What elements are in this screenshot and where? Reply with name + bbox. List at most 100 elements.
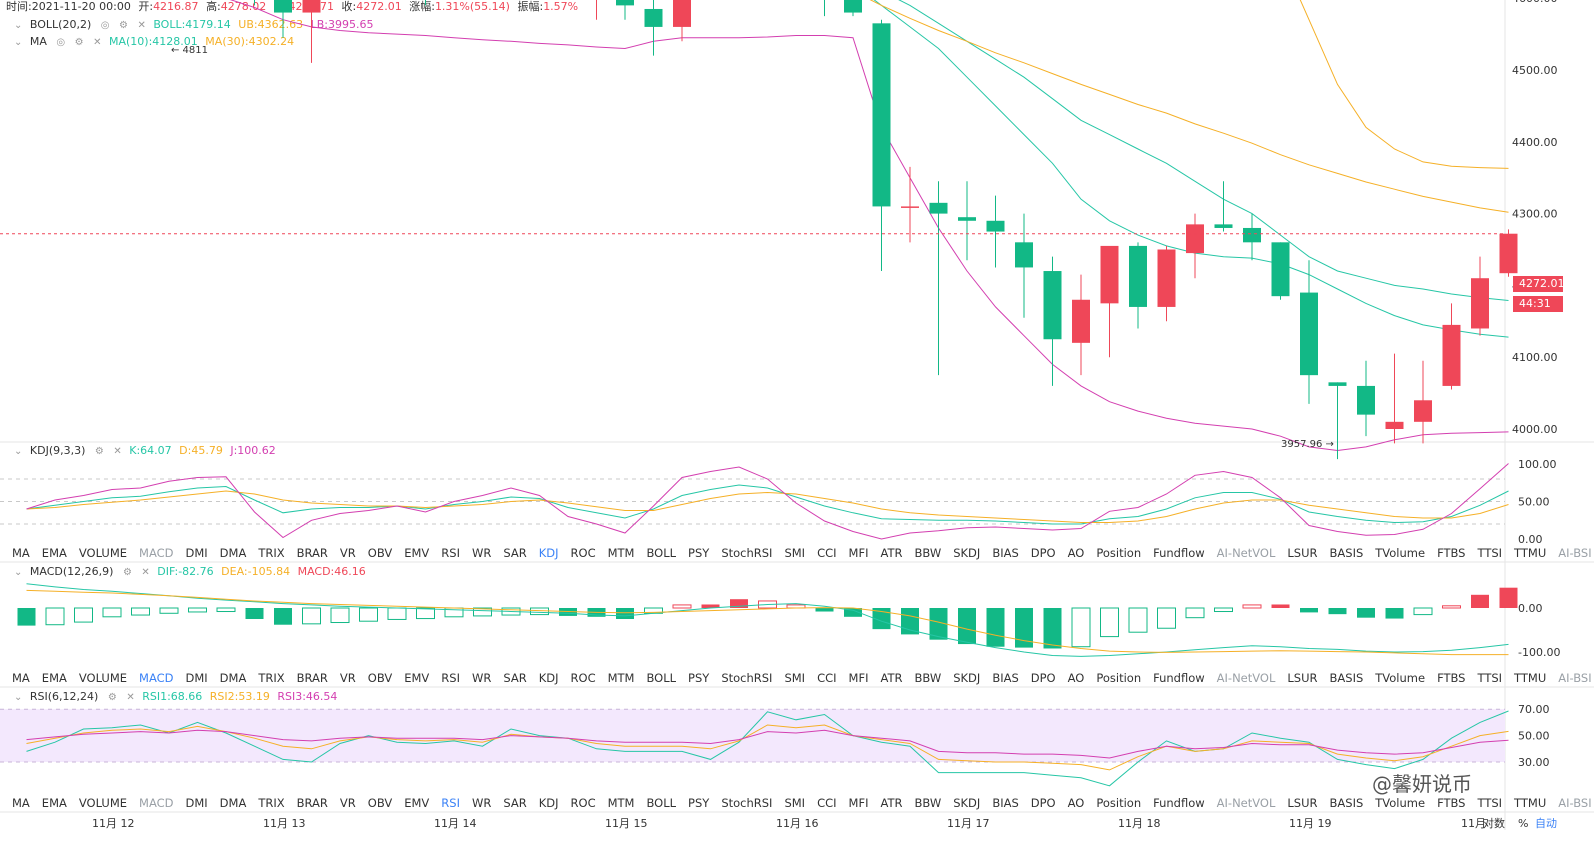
tab-tvolume[interactable]: TVolume bbox=[1375, 671, 1426, 685]
tab-brar[interactable]: BRAR bbox=[296, 671, 328, 685]
percent-toggle[interactable]: % bbox=[1518, 817, 1529, 830]
tab-ma[interactable]: MA bbox=[12, 546, 30, 560]
tab-psy[interactable]: PSY bbox=[688, 671, 710, 685]
collapse-chevron-icon[interactable]: ⌄ bbox=[14, 37, 23, 48]
tab-dmi[interactable]: DMI bbox=[185, 671, 208, 685]
tab-bbw[interactable]: BBW bbox=[914, 546, 942, 560]
close-icon[interactable]: ✕ bbox=[126, 692, 135, 703]
tab-lsur[interactable]: LSUR bbox=[1287, 671, 1318, 685]
tab-fundflow[interactable]: Fundflow bbox=[1153, 546, 1205, 560]
tab-lsur[interactable]: LSUR bbox=[1287, 546, 1318, 560]
tab-dma[interactable]: DMA bbox=[219, 671, 247, 685]
tab-bias[interactable]: BIAS bbox=[992, 796, 1019, 810]
auto-scale-toggle[interactable]: 自动 bbox=[1535, 817, 1557, 830]
tab-volume[interactable]: VOLUME bbox=[78, 671, 128, 685]
tab-cci[interactable]: CCI bbox=[817, 796, 837, 810]
tab-trix[interactable]: TRIX bbox=[258, 796, 285, 810]
tab-volume[interactable]: VOLUME bbox=[78, 796, 128, 810]
tab-sar[interactable]: SAR bbox=[503, 796, 527, 810]
tab-ttsi[interactable]: TTSI bbox=[1477, 796, 1503, 810]
eye-icon[interactable]: ◎ bbox=[56, 37, 66, 48]
tab-macd[interactable]: MACD bbox=[139, 546, 174, 560]
tab-position[interactable]: Position bbox=[1096, 546, 1142, 560]
tab-kdj[interactable]: KDJ bbox=[538, 546, 559, 560]
tab-emv[interactable]: EMV bbox=[404, 796, 430, 810]
tab-cci[interactable]: CCI bbox=[817, 671, 837, 685]
tab-volume[interactable]: VOLUME bbox=[78, 546, 128, 560]
tab-ma[interactable]: MA bbox=[12, 796, 30, 810]
tab-stochrsi[interactable]: StochRSI bbox=[721, 671, 773, 685]
tab-dma[interactable]: DMA bbox=[219, 546, 247, 560]
tab-ftbs[interactable]: FTBS bbox=[1437, 671, 1466, 685]
tab-basis[interactable]: BASIS bbox=[1329, 546, 1364, 560]
tab-basis[interactable]: BASIS bbox=[1329, 796, 1364, 810]
tab-ema[interactable]: EMA bbox=[41, 546, 67, 560]
settings-icon[interactable]: ⚙ bbox=[94, 446, 104, 457]
tab-dpo[interactable]: DPO bbox=[1030, 796, 1056, 810]
tab-bias[interactable]: BIAS bbox=[992, 546, 1019, 560]
tab-obv[interactable]: OBV bbox=[367, 671, 393, 685]
collapse-chevron-icon[interactable]: ⌄ bbox=[14, 692, 23, 703]
tab-fundflow[interactable]: Fundflow bbox=[1153, 796, 1205, 810]
tab-wr[interactable]: WR bbox=[471, 546, 492, 560]
tab-rsi[interactable]: RSI bbox=[441, 671, 460, 685]
tab-mtm[interactable]: MTM bbox=[607, 796, 635, 810]
tab-stochrsi[interactable]: StochRSI bbox=[721, 796, 773, 810]
tab-cci[interactable]: CCI bbox=[817, 546, 837, 560]
tab-obv[interactable]: OBV bbox=[367, 796, 393, 810]
log-scale-toggle[interactable]: 对数 bbox=[1483, 817, 1505, 830]
tab-ftbs[interactable]: FTBS bbox=[1437, 796, 1466, 810]
tab-dmi[interactable]: DMI bbox=[185, 546, 208, 560]
tab-stochrsi[interactable]: StochRSI bbox=[721, 546, 773, 560]
tab-smi[interactable]: SMI bbox=[784, 796, 806, 810]
tab-emv[interactable]: EMV bbox=[404, 546, 430, 560]
tab-fundflow[interactable]: Fundflow bbox=[1153, 671, 1205, 685]
tab-smi[interactable]: SMI bbox=[784, 671, 806, 685]
tab-boll[interactable]: BOLL bbox=[646, 671, 677, 685]
collapse-chevron-icon[interactable]: ⌄ bbox=[14, 446, 23, 457]
tab-ai-bsi[interactable]: AI-BSI bbox=[1558, 796, 1592, 810]
tab-trix[interactable]: TRIX bbox=[258, 671, 285, 685]
tab-brar[interactable]: BRAR bbox=[296, 796, 328, 810]
settings-icon[interactable]: ⚙ bbox=[74, 37, 84, 48]
tab-boll[interactable]: BOLL bbox=[646, 796, 677, 810]
tab-mfi[interactable]: MFI bbox=[848, 796, 869, 810]
close-icon[interactable]: ✕ bbox=[137, 20, 146, 31]
tab-obv[interactable]: OBV bbox=[367, 546, 393, 560]
tab-kdj[interactable]: KDJ bbox=[538, 796, 559, 810]
tab-bbw[interactable]: BBW bbox=[914, 671, 942, 685]
tab-ma[interactable]: MA bbox=[12, 671, 30, 685]
tab-ai-bsi[interactable]: AI-BSI bbox=[1558, 671, 1592, 685]
tab-ao[interactable]: AO bbox=[1067, 796, 1085, 810]
tab-psy[interactable]: PSY bbox=[688, 796, 710, 810]
tab-ttmu[interactable]: TTMU bbox=[1514, 671, 1547, 685]
close-icon[interactable]: ✕ bbox=[141, 567, 150, 578]
tab-mtm[interactable]: MTM bbox=[607, 546, 635, 560]
close-icon[interactable]: ✕ bbox=[93, 37, 102, 48]
tab-rsi[interactable]: RSI bbox=[441, 546, 460, 560]
settings-icon[interactable]: ⚙ bbox=[107, 692, 117, 703]
tab-emv[interactable]: EMV bbox=[404, 671, 430, 685]
tab-roc[interactable]: ROC bbox=[570, 671, 596, 685]
tab-dpo[interactable]: DPO bbox=[1030, 671, 1056, 685]
tab-atr[interactable]: ATR bbox=[880, 796, 903, 810]
tab-ttmu[interactable]: TTMU bbox=[1514, 546, 1547, 560]
settings-icon[interactable]: ⚙ bbox=[118, 20, 128, 31]
tab-dmi[interactable]: DMI bbox=[185, 796, 208, 810]
tab-ao[interactable]: AO bbox=[1067, 671, 1085, 685]
tab-ai-bsi[interactable]: AI-BSI bbox=[1558, 546, 1592, 560]
tab-ao[interactable]: AO bbox=[1067, 546, 1085, 560]
tab-basis[interactable]: BASIS bbox=[1329, 671, 1364, 685]
collapse-chevron-icon[interactable]: ⌄ bbox=[14, 20, 23, 31]
tab-ai-netvol[interactable]: AI-NetVOL bbox=[1216, 671, 1276, 685]
tab-sar[interactable]: SAR bbox=[503, 671, 527, 685]
tab-wr[interactable]: WR bbox=[471, 796, 492, 810]
tab-psy[interactable]: PSY bbox=[688, 546, 710, 560]
tab-sar[interactable]: SAR bbox=[503, 546, 527, 560]
tab-roc[interactable]: ROC bbox=[570, 796, 596, 810]
tab-ttsi[interactable]: TTSI bbox=[1477, 546, 1503, 560]
tab-tvolume[interactable]: TVolume bbox=[1375, 546, 1426, 560]
tab-ai-netvol[interactable]: AI-NetVOL bbox=[1216, 796, 1276, 810]
tab-wr[interactable]: WR bbox=[471, 671, 492, 685]
